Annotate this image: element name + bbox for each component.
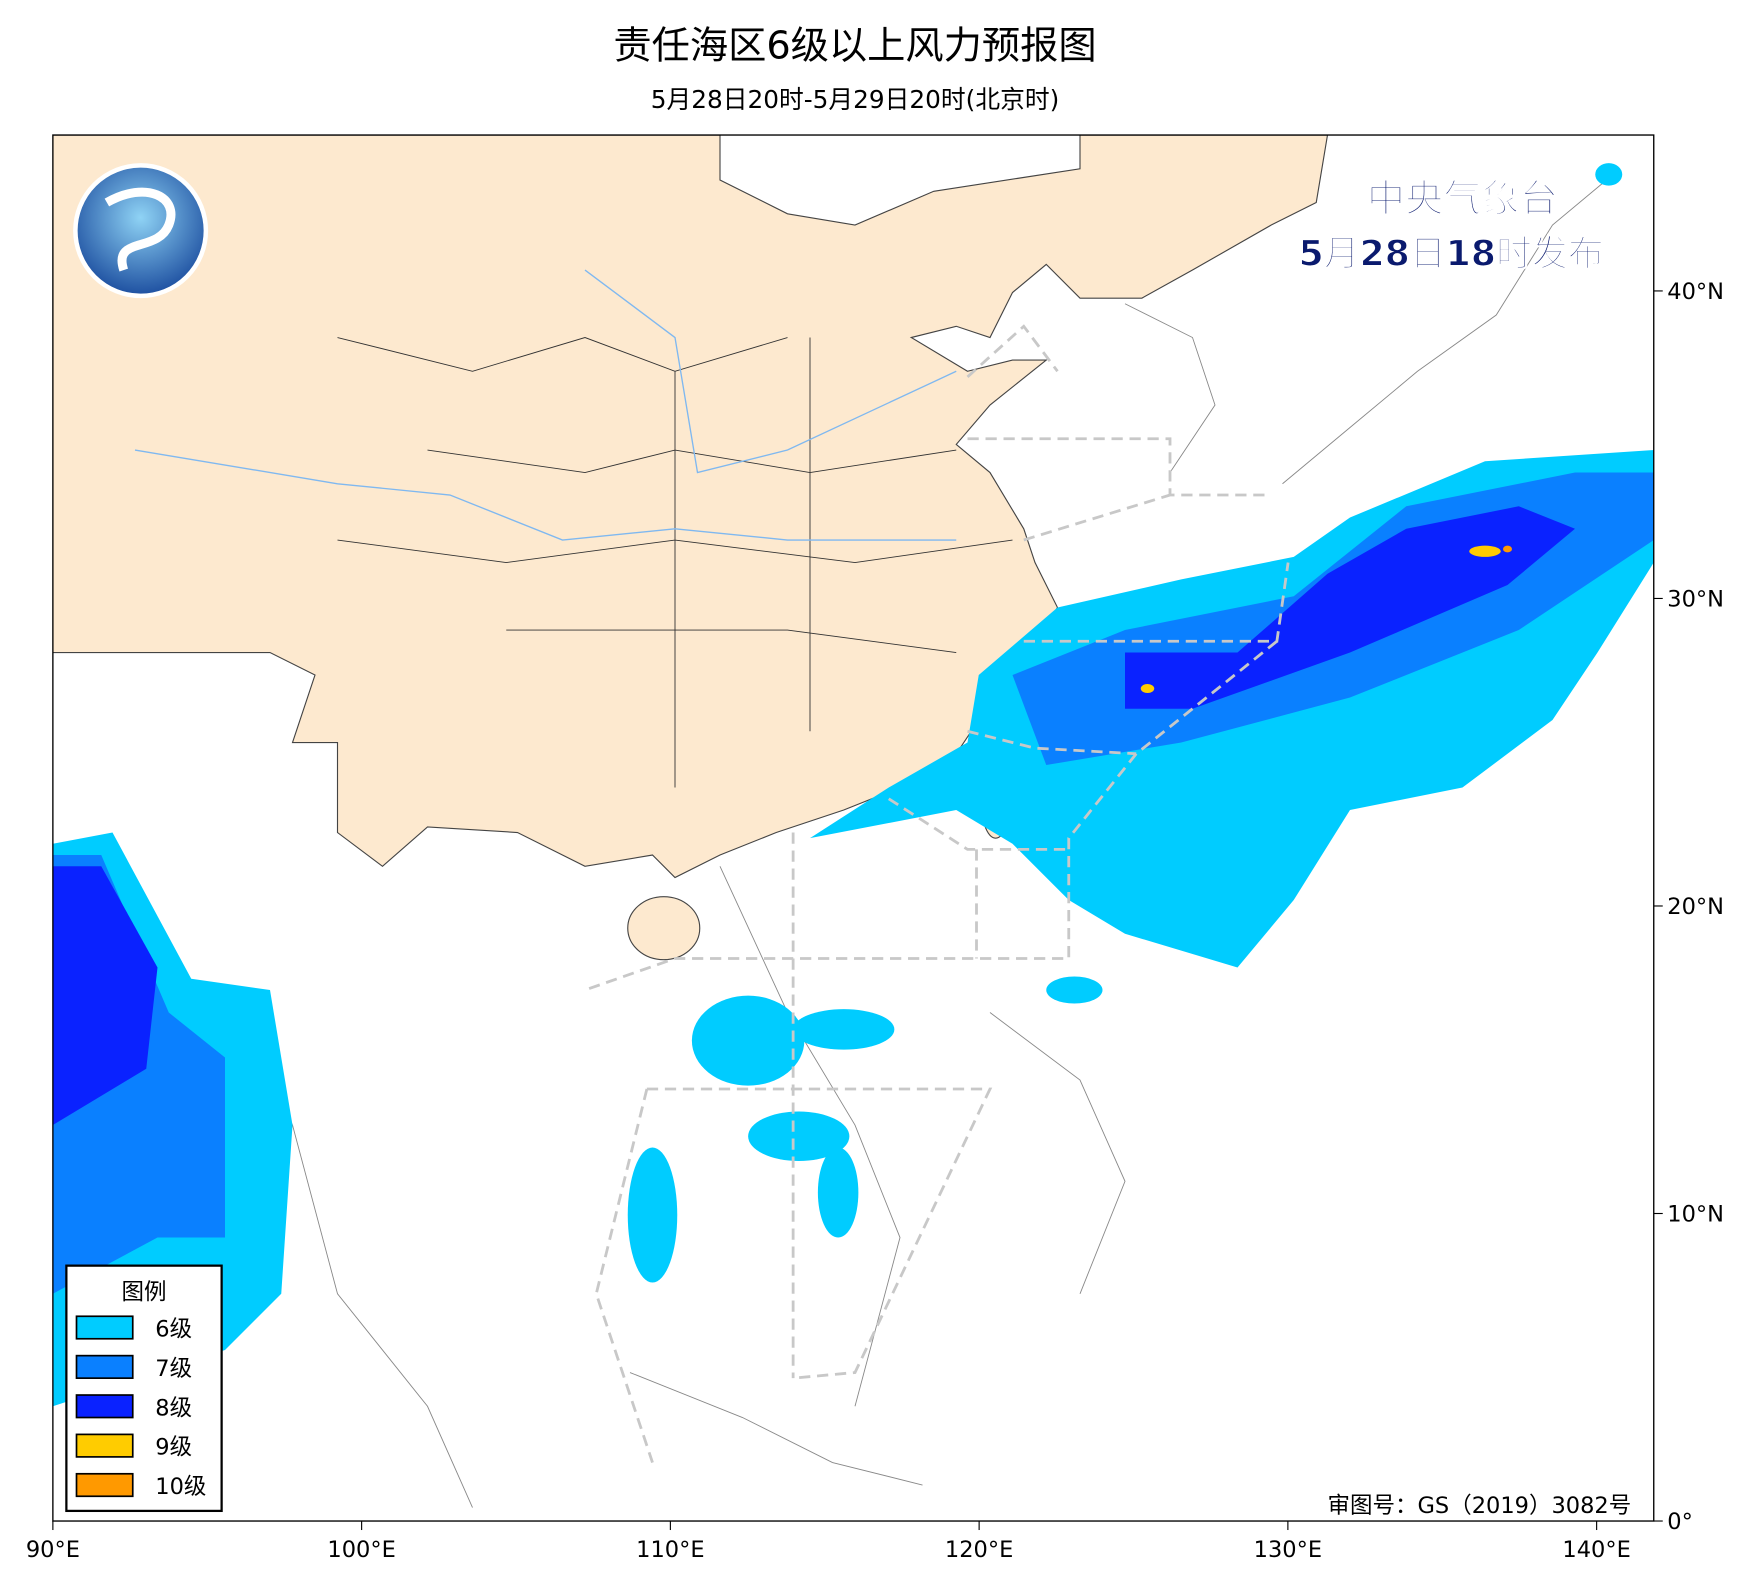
wind-area (691, 995, 805, 1086)
x-tick-label: 90°E (26, 1537, 80, 1563)
wind-area (1469, 545, 1501, 557)
y-tick-label: 20°N (1667, 894, 1724, 920)
legend-label: 9级 (155, 1435, 192, 1461)
legend-swatch (75, 1315, 134, 1340)
legend-swatch (75, 1472, 134, 1498)
issue-time: 5月28日18时发布 (1299, 234, 1604, 275)
x-tick-label: 100°E (327, 1537, 395, 1563)
x-tick-label: 140°E (1562, 1537, 1630, 1563)
x-tick-label: 120°E (945, 1537, 1013, 1563)
subtitle: 5月28日20时-5月29日20时(北京时) (651, 85, 1059, 114)
china-land (52, 135, 1329, 879)
rivers (134, 269, 957, 541)
legend-label: 6级 (155, 1317, 192, 1343)
province-borders (337, 337, 1013, 788)
wind-area (1140, 684, 1155, 694)
y-tick-label: 30°N (1667, 586, 1724, 612)
wind-area (748, 1111, 850, 1162)
review-number: 审图号：GS（2019）3082号 (1328, 1493, 1632, 1519)
legend-swatch (75, 1354, 134, 1379)
wind-area (627, 1147, 678, 1283)
wind-area (1595, 163, 1623, 186)
map-body (52, 135, 1654, 1522)
title: 责任海区6级以上风力预报图 (613, 24, 1096, 69)
legend-label: 7级 (155, 1356, 192, 1382)
legend: 图例 6级 7级 8级 9级 10级 (65, 1264, 223, 1513)
legend-title: 图例 (121, 1279, 166, 1305)
cma-logo-mark (104, 187, 176, 272)
coastlines (224, 168, 1621, 1508)
wind-area (1503, 545, 1512, 553)
legend-box (65, 1264, 223, 1513)
wind-area (817, 1147, 859, 1238)
wind-area (1125, 506, 1575, 709)
hainan (627, 896, 701, 961)
y-tick-label: 10°N (1667, 1201, 1724, 1227)
legend-label: 8级 (155, 1395, 192, 1421)
legend-label: 10级 (155, 1474, 206, 1500)
issuer-name: 中央气象台 (1367, 177, 1558, 222)
cma-logo (73, 163, 209, 299)
legend-swatch (75, 1433, 134, 1458)
x-tick-label: 110°E (636, 1537, 704, 1563)
wind-area (1046, 976, 1103, 1004)
wind-area (52, 866, 158, 1126)
sea-zone-borders (584, 324, 1290, 1463)
y-tick-label: 0° (1667, 1509, 1693, 1535)
map-frame (52, 134, 1655, 1522)
y-tick-label: 40°N (1667, 279, 1724, 305)
legend-swatch (75, 1394, 134, 1419)
x-tick-label: 130°E (1254, 1537, 1322, 1563)
wind-area (793, 1009, 895, 1050)
